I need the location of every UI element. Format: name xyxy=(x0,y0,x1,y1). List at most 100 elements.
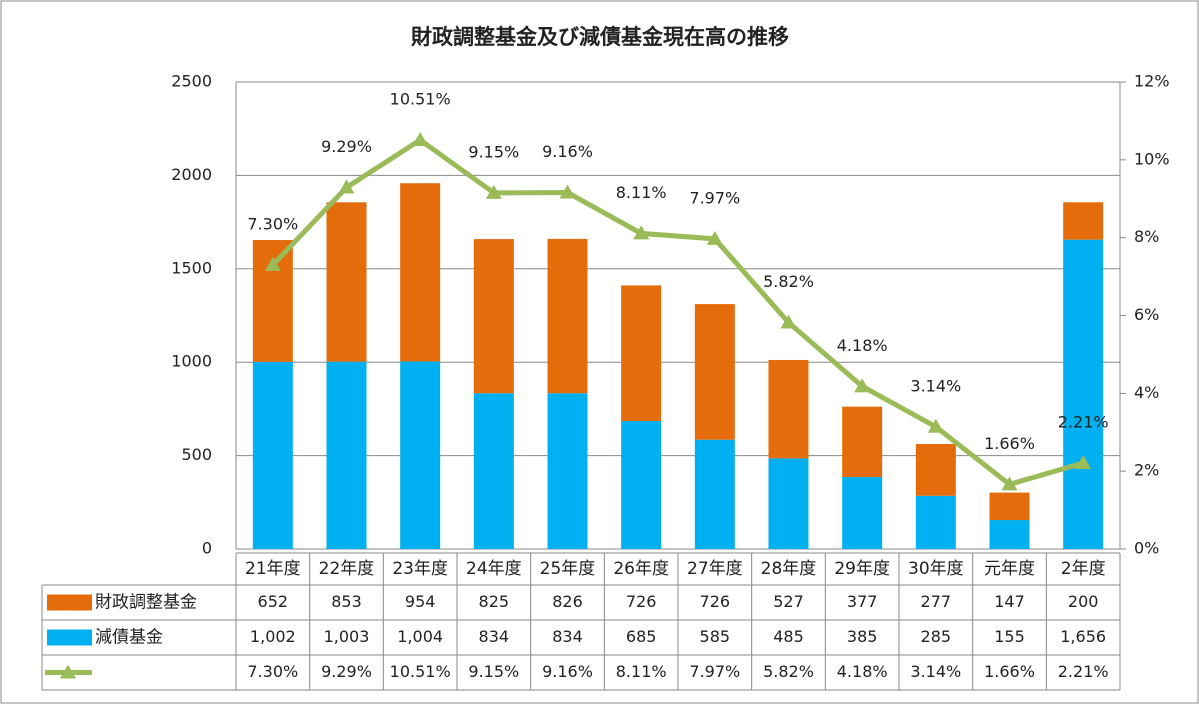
x-tick-label: 25年度 xyxy=(540,559,596,579)
bar xyxy=(915,444,956,496)
table-cell: 377 xyxy=(847,592,878,611)
data-label: 4.18% xyxy=(837,336,888,355)
x-tick-label: 28年度 xyxy=(761,559,817,579)
data-label: 8.11% xyxy=(616,183,667,202)
y2-tick-label: 4% xyxy=(1134,383,1159,402)
table-cell: 1.66% xyxy=(984,662,1035,681)
table-cell: 652 xyxy=(258,592,289,611)
line-marker xyxy=(854,378,871,393)
bar xyxy=(1063,202,1104,240)
legend-swatch xyxy=(47,629,92,646)
y-tick-label: 0 xyxy=(202,539,212,558)
line-marker xyxy=(1075,454,1092,469)
line-marker xyxy=(264,256,281,271)
x-tick-label: 29年度 xyxy=(834,559,890,579)
table-cell: 8.11% xyxy=(616,662,667,681)
x-tick-label: 元年度 xyxy=(984,559,1035,579)
table-cell: 277 xyxy=(921,592,952,611)
y2-tick-label: 10% xyxy=(1134,149,1170,168)
bar xyxy=(400,183,441,362)
data-label: 7.30% xyxy=(247,214,298,233)
bar xyxy=(326,361,367,549)
table-cell: 155 xyxy=(994,627,1025,646)
bar xyxy=(621,285,662,422)
data-label: 5.82% xyxy=(763,272,814,291)
x-tick-label: 23年度 xyxy=(392,559,448,579)
table-cell: 10.51% xyxy=(390,662,451,681)
x-tick-label: 21年度 xyxy=(245,559,301,579)
table-cell: 834 xyxy=(552,627,583,646)
table-cell: 1,003 xyxy=(324,627,370,646)
table-cell: 834 xyxy=(479,627,510,646)
bar xyxy=(400,361,441,549)
table-cell: 485 xyxy=(773,627,804,646)
bar xyxy=(473,393,514,549)
table-cell: 585 xyxy=(700,627,731,646)
line-marker xyxy=(338,179,355,194)
x-tick-label: 22年度 xyxy=(319,559,375,579)
x-tick-label: 2年度 xyxy=(1061,559,1106,579)
y-tick-label: 500 xyxy=(181,445,212,464)
table-cell: 826 xyxy=(552,592,583,611)
table-cell: 685 xyxy=(626,627,657,646)
bar xyxy=(621,421,662,549)
bar xyxy=(547,238,588,394)
bar xyxy=(473,239,514,394)
bar xyxy=(768,458,809,549)
line-marker xyxy=(559,184,576,199)
table-cell: 1,004 xyxy=(397,627,443,646)
table-cell: 726 xyxy=(626,592,657,611)
table-cell: 9.16% xyxy=(542,662,593,681)
legend-label: 減債基金 xyxy=(95,628,163,648)
y2-tick-label: 2% xyxy=(1134,461,1159,480)
table-cell: 1,002 xyxy=(250,627,296,646)
bar xyxy=(989,492,1030,521)
chart-title: 財政調整基金及び減債基金現在高の推移 xyxy=(411,25,789,49)
bar xyxy=(768,359,809,459)
x-tick-label: 30年度 xyxy=(908,559,964,579)
bar xyxy=(915,495,956,549)
line-marker xyxy=(927,418,944,433)
data-label: 7.97% xyxy=(689,188,740,207)
table-cell: 853 xyxy=(331,592,362,611)
bar xyxy=(1063,239,1104,550)
bar xyxy=(252,361,293,549)
x-tick-label: 24年度 xyxy=(466,559,522,579)
data-label: 9.29% xyxy=(321,137,372,156)
table-cell: 5.82% xyxy=(763,662,814,681)
table-cell: 825 xyxy=(479,592,510,611)
line-marker xyxy=(633,225,650,240)
data-label: 10.51% xyxy=(390,89,451,108)
table-cell: 726 xyxy=(700,592,731,611)
data-label: 9.16% xyxy=(542,142,593,161)
bar xyxy=(326,202,367,362)
x-tick-label: 26年度 xyxy=(613,559,669,579)
legend-swatch xyxy=(47,594,92,611)
bar xyxy=(694,439,735,549)
bar xyxy=(842,477,883,549)
table-cell: 385 xyxy=(847,627,878,646)
y-tick-label: 2000 xyxy=(171,165,212,184)
y2-tick-label: 6% xyxy=(1134,305,1159,324)
bar xyxy=(989,520,1030,549)
data-label: 2.21% xyxy=(1058,412,1109,431)
y2-tick-label: 12% xyxy=(1134,72,1170,91)
table-cell: 3.14% xyxy=(910,662,961,681)
legend-label: 財政調整基金 xyxy=(95,593,197,613)
data-label: 3.14% xyxy=(910,376,961,395)
table-cell: 9.29% xyxy=(321,662,372,681)
table-cell: 2.21% xyxy=(1058,662,1109,681)
data-label: 1.66% xyxy=(984,434,1035,453)
bar xyxy=(694,304,735,440)
line-marker xyxy=(1001,476,1018,491)
line-marker xyxy=(485,184,502,199)
table-cell: 4.18% xyxy=(837,662,888,681)
y2-tick-label: 8% xyxy=(1134,227,1159,246)
line-marker xyxy=(412,131,429,146)
bar xyxy=(842,406,883,478)
x-tick-label: 27年度 xyxy=(687,559,743,579)
table-cell: 200 xyxy=(1068,592,1099,611)
table-cell: 147 xyxy=(994,592,1025,611)
